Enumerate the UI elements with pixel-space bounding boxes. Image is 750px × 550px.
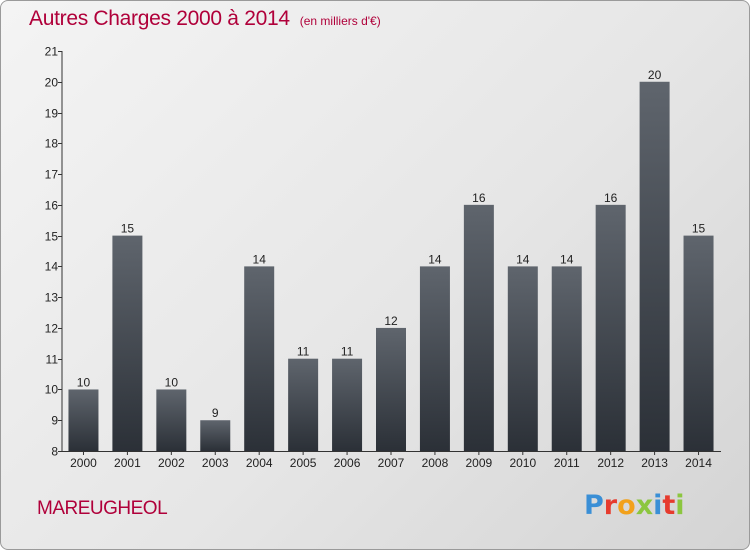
chart-subtitle: (en milliers d'€) <box>299 14 381 28</box>
x-tick-label-2004: 2004 <box>246 456 273 470</box>
x-tick-label-2005: 2005 <box>290 456 317 470</box>
bar-2002 <box>156 389 187 451</box>
x-tick-label-2008: 2008 <box>422 456 449 470</box>
x-tick-label-2003: 2003 <box>202 456 229 470</box>
value-label-2010: 14 <box>516 252 530 266</box>
value-label-2008: 14 <box>428 252 442 266</box>
value-label-2000: 10 <box>77 375 91 389</box>
value-label-2006: 11 <box>341 345 354 359</box>
x-tick-label-2007: 2007 <box>378 456 405 470</box>
y-tick-label: 15 <box>45 230 59 244</box>
value-label-2002: 10 <box>165 375 179 389</box>
y-tick-label: 8 <box>51 445 58 459</box>
y-tick-label: 14 <box>45 260 59 274</box>
y-tick-label: 20 <box>45 76 59 90</box>
bars-group <box>68 81 714 452</box>
logo-letter: i <box>653 490 663 521</box>
chart-title: Autres Charges 2000 à 2014 <box>29 7 290 30</box>
value-labels-group: 10 15 10 9 14 11 11 12 14 16 14 14 16 20 15 <box>77 68 706 420</box>
y-tick-label: 21 <box>45 45 59 59</box>
bar-2003 <box>200 420 231 451</box>
x-tick-label-2006: 2006 <box>334 456 361 470</box>
y-tick-label: 11 <box>46 353 59 367</box>
bar-2009 <box>463 204 494 451</box>
bar-2005 <box>288 358 319 451</box>
value-label-2007: 12 <box>384 314 398 328</box>
x-tick-label-2011: 2011 <box>554 456 580 470</box>
value-label-2012: 16 <box>604 191 618 205</box>
x-tick-label-2001: 2001 <box>114 456 141 470</box>
value-label-2011: 14 <box>560 252 574 266</box>
logo-letter: t <box>662 490 676 521</box>
value-label-2001: 15 <box>121 222 135 236</box>
x-tick-label-2012: 2012 <box>597 456 624 470</box>
logo-letter: i <box>675 490 685 521</box>
commune-name: MAREUGHEOL <box>37 498 168 519</box>
y-tick-label: 18 <box>45 137 59 151</box>
x-tick-label-2010: 2010 <box>509 456 536 470</box>
value-label-2004: 14 <box>253 252 267 266</box>
bar-2012 <box>595 204 626 451</box>
chart-title-block: Autres Charges 2000 à 2014 (en milliers d… <box>29 7 381 31</box>
bar-2000 <box>68 389 99 451</box>
value-label-2013: 20 <box>648 68 662 82</box>
x-tick-label-2013: 2013 <box>641 456 668 470</box>
logo-letter: P <box>584 490 604 521</box>
bar-2001 <box>112 235 143 451</box>
y-tick-label: 19 <box>45 107 59 121</box>
bar-2007 <box>376 327 406 451</box>
bar-2010 <box>507 266 538 451</box>
bar-2013 <box>639 81 670 452</box>
x-tick-label-2000: 2000 <box>70 456 97 470</box>
y-tick-label: 17 <box>45 168 59 182</box>
y-tick-label: 16 <box>45 199 59 213</box>
logo-letter: o <box>617 490 636 521</box>
bar-2014 <box>683 235 714 451</box>
bar-2006 <box>332 358 363 451</box>
proxiti-logo: Proxiti <box>584 490 685 521</box>
y-tick-label: 9 <box>51 414 58 428</box>
logo-letter: x <box>635 490 654 521</box>
value-label-2009: 16 <box>472 191 486 205</box>
x-tick-label-2002: 2002 <box>158 456 185 470</box>
bar-2004 <box>244 266 275 451</box>
value-label-2014: 15 <box>692 222 706 236</box>
y-ticks-group: 8 9 10 11 12 13 14 15 16 17 18 19 20 21 <box>45 45 62 459</box>
x-ticks-group: 2000 2001 2002 2003 2004 2005 2006 2007 2008 2009… <box>70 451 712 470</box>
y-tick-label: 10 <box>45 383 59 397</box>
bar-2011 <box>551 266 582 451</box>
bar-2008 <box>419 266 450 451</box>
x-tick-label-2009: 2009 <box>466 456 493 470</box>
y-tick-label: 12 <box>45 322 59 336</box>
logo-letter: r <box>603 490 618 521</box>
y-tick-label: 13 <box>45 291 59 305</box>
value-label-2005: 11 <box>297 345 310 359</box>
x-tick-label-2014: 2014 <box>685 456 712 470</box>
value-label-2003: 9 <box>212 406 219 420</box>
